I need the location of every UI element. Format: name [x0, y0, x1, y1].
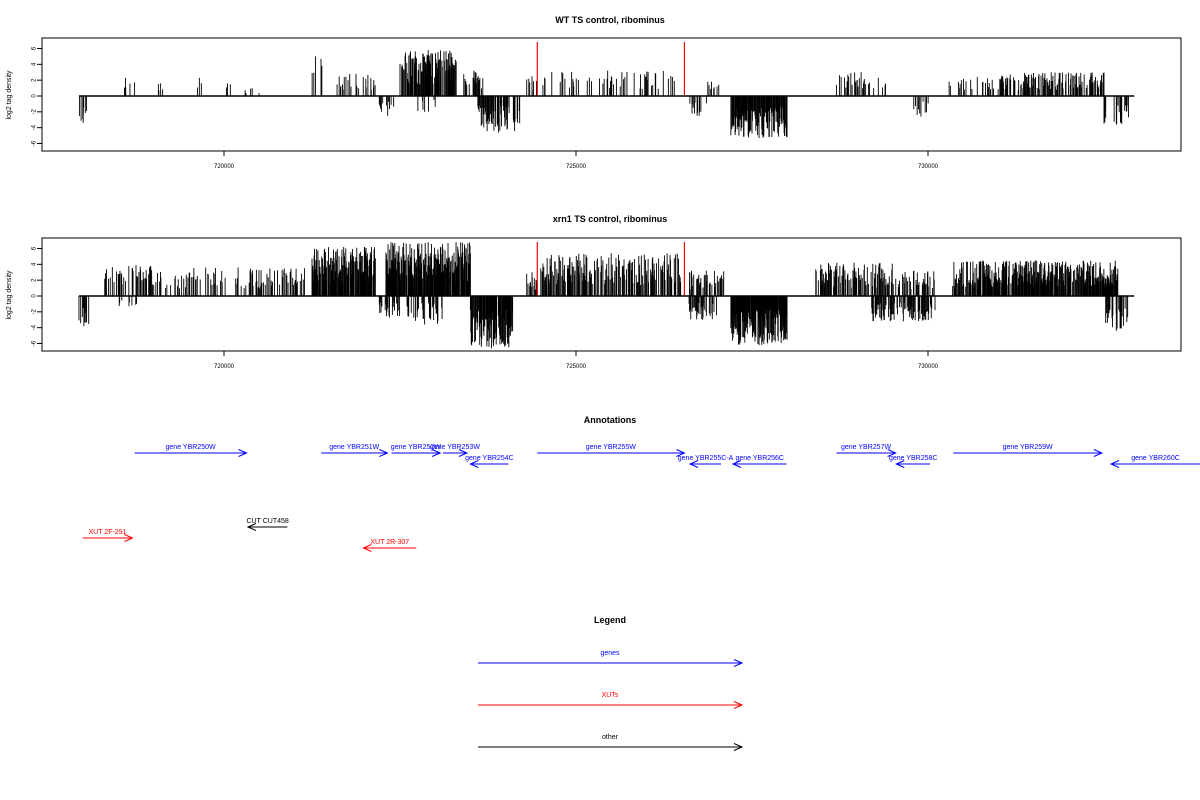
- feature-arrow: [537, 449, 686, 457]
- y-axis-label: log2 tag density: [6, 270, 13, 320]
- legend-arrow: [478, 659, 744, 667]
- y-tick-label: 2: [32, 278, 38, 282]
- feature-label: gene YBR254C: [465, 455, 514, 462]
- feature-label: gene YBR257W: [841, 444, 891, 451]
- x-tick-label: 720000: [214, 364, 235, 370]
- x-tick-label: 725000: [566, 364, 587, 370]
- y-tick-label: -4: [32, 324, 38, 330]
- xrn1-density-panel: xrn1 TS control, ribominus log2 tag dens…: [6, 214, 1182, 370]
- feature-arrow: [321, 449, 389, 457]
- feature-label: gene YBR253W: [430, 444, 480, 451]
- feature-label: gene YBR255C-A: [678, 455, 734, 462]
- feature-label: gene YBR256C: [735, 455, 784, 462]
- feature-arrow: [731, 460, 787, 468]
- panel-title: WT TS control, ribominus: [555, 15, 665, 25]
- y-tick-label: -2: [32, 309, 38, 315]
- y-tick-label: -6: [32, 140, 38, 146]
- feature-track: gene YBR250W gene YBR251W gene YBR252Wgene…: [82, 444, 1200, 552]
- feature-arrow: [953, 449, 1104, 457]
- feature-arrow: [895, 460, 931, 468]
- feature-arrow: [442, 449, 469, 457]
- feature-label: gene YBR252W: [391, 444, 441, 451]
- feature-arrow: [362, 544, 417, 552]
- wt-density-panel: WT TS control, ribominus log2 tag densit…: [6, 15, 1182, 170]
- feature-arrow: [82, 534, 134, 542]
- panel-title: xrn1 TS control, ribominus: [553, 214, 668, 224]
- legend-label: XUTs: [602, 692, 619, 699]
- y-axis: -6 -4 -2 0 2 4 6: [32, 246, 42, 346]
- y-tick-label: -2: [32, 109, 38, 115]
- y-tick-label: 0: [32, 94, 38, 98]
- feature-arrow: [836, 449, 897, 457]
- x-tick-label: 730000: [918, 164, 939, 170]
- annotations-title: Annotations: [584, 415, 637, 425]
- y-tick-label: 2: [32, 78, 38, 82]
- y-tick-label: 0: [32, 294, 38, 298]
- feature-label: CUT CUT458: [247, 518, 289, 525]
- feature-arrow: [1109, 460, 1200, 468]
- legend-arrow: [478, 743, 744, 751]
- feature-arrow: [391, 449, 442, 457]
- x-axis: 720000 725000 730000: [214, 151, 939, 170]
- y-axis: -6 -4 -2 0 2 4 6: [32, 46, 42, 146]
- feature-arrow: [469, 460, 509, 468]
- feature-label: gene YBR255W: [586, 444, 636, 451]
- legend-title: Legend: [594, 615, 626, 625]
- annotations-panel: Annotations gene YBR250W gene YBR251W gene…: [82, 415, 1200, 552]
- x-tick-label: 725000: [566, 164, 587, 170]
- x-tick-label: 730000: [918, 364, 939, 370]
- y-tick-label: 4: [32, 62, 38, 66]
- density-bars: [78, 242, 1129, 349]
- y-tick-label: 4: [32, 262, 38, 266]
- x-tick-label: 720000: [214, 164, 235, 170]
- feature-arrow: [246, 523, 288, 531]
- feature-label: XUT 2R-307: [370, 539, 409, 546]
- feature-label: XUT 2F-291: [88, 529, 126, 536]
- density-bars: [78, 50, 1129, 138]
- boundary-markers: [536, 242, 686, 296]
- feature-label: gene YBR250W: [166, 444, 216, 451]
- feature-arrow: [134, 449, 248, 457]
- legend: Legend genes XUTs other: [478, 615, 744, 751]
- feature-arrow: [688, 460, 722, 468]
- plot-frame: [41, 37, 1182, 152]
- feature-label: gene YBR251W: [329, 444, 379, 451]
- legend-label: other: [602, 734, 619, 741]
- y-tick-label: 6: [32, 246, 38, 250]
- legend-items: genes XUTs other: [478, 650, 744, 751]
- x-axis: 720000 725000 730000: [214, 351, 939, 370]
- y-axis-label: log2 tag density: [6, 70, 13, 120]
- boundary-markers: [536, 42, 686, 96]
- legend-arrow: [478, 701, 744, 709]
- feature-label: gene YBR260C: [1131, 455, 1180, 462]
- y-tick-label: 6: [32, 46, 38, 50]
- y-tick-label: -4: [32, 124, 38, 130]
- feature-label: gene YBR258C: [889, 455, 938, 462]
- y-tick-label: -6: [32, 340, 38, 346]
- plot-frame: [41, 237, 1182, 352]
- feature-label: gene YBR259W: [1003, 444, 1053, 451]
- legend-label: genes: [600, 650, 620, 657]
